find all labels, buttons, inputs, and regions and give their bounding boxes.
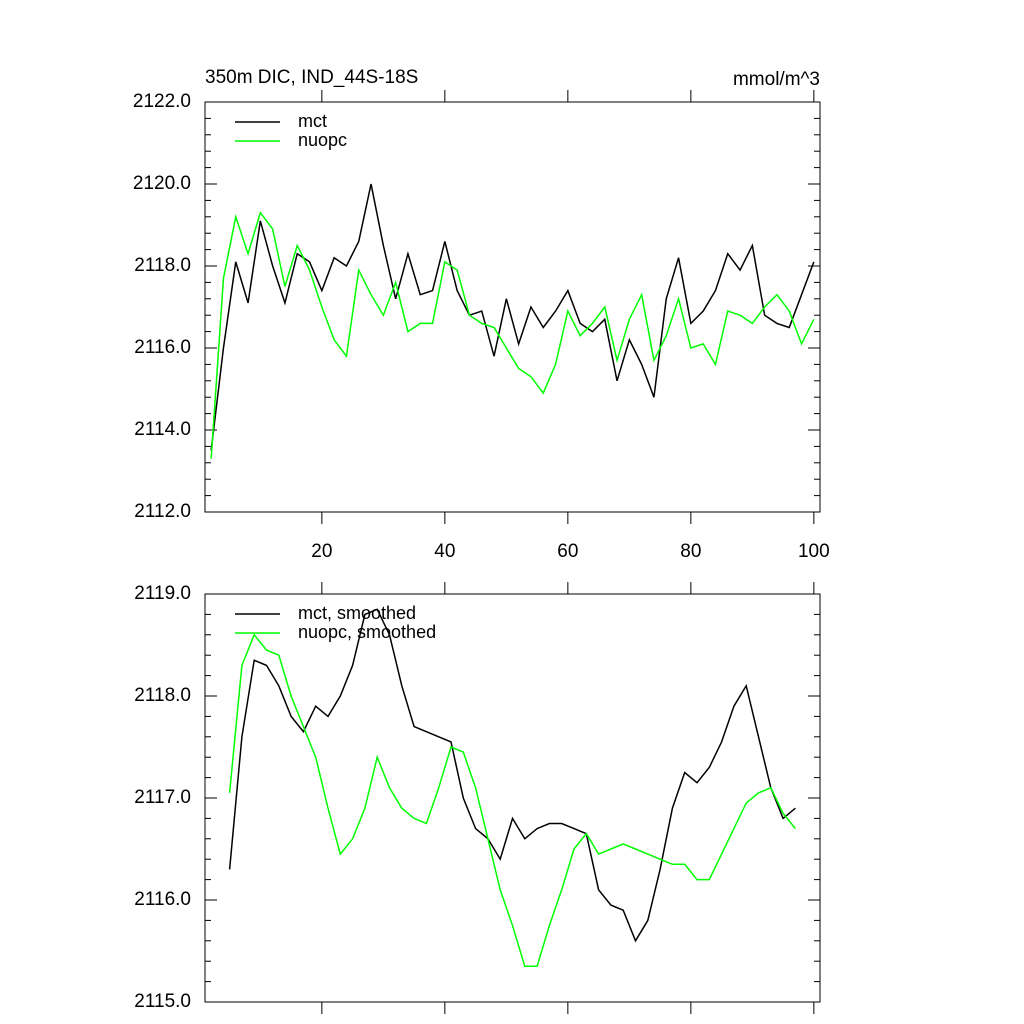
data-line	[228, 608, 796, 943]
y-tick-label: 2116.0	[134, 337, 191, 358]
y-tick-label: 2117.0	[134, 787, 191, 808]
data-line	[228, 633, 796, 968]
y-tick-label: 2118.0	[134, 685, 191, 706]
data-line	[210, 211, 815, 459]
y-tick-label: 2118.0	[134, 255, 191, 276]
legend-label: nuopc, smoothed	[298, 622, 436, 642]
y-tick-label: 2115.0	[134, 991, 191, 1012]
units-label: mmol/m^3	[733, 69, 820, 90]
x-tick-label: 80	[680, 541, 701, 562]
x-tick-label: 100	[798, 541, 830, 562]
plot-frame	[204, 101, 821, 513]
legend-label: mct	[298, 111, 327, 131]
y-tick-label: 2112.0	[134, 501, 191, 522]
legend-label: nuopc	[298, 130, 347, 150]
x-tick-label: 20	[311, 541, 332, 562]
chart-title: 350m DIC, IND_44S-18S	[205, 67, 418, 88]
plot-frame	[204, 593, 821, 1003]
x-tick-label: 60	[557, 541, 578, 562]
x-tick-label: 40	[434, 541, 455, 562]
y-tick-label: 2119.0	[134, 583, 191, 604]
y-tick-label: 2120.0	[133, 173, 191, 194]
y-tick-label: 2122.0	[133, 91, 191, 112]
y-tick-label: 2114.0	[134, 419, 191, 440]
data-line	[210, 183, 815, 451]
legend-label: mct, smoothed	[298, 603, 416, 623]
y-tick-label: 2116.0	[134, 889, 191, 910]
